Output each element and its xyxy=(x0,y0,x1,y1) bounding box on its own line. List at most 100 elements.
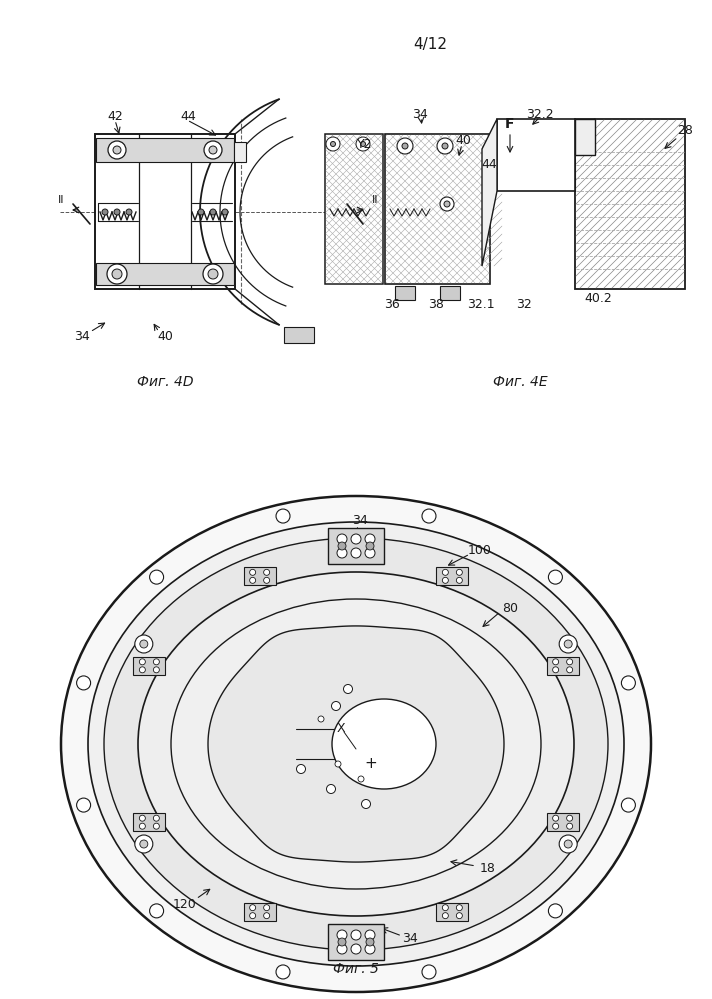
Circle shape xyxy=(153,815,159,821)
Text: Фиг. 5: Фиг. 5 xyxy=(333,962,379,976)
Circle shape xyxy=(326,137,340,151)
Bar xyxy=(234,142,246,162)
Bar xyxy=(385,134,490,284)
Circle shape xyxy=(442,905,449,911)
Circle shape xyxy=(343,684,352,693)
Circle shape xyxy=(402,143,408,149)
Bar xyxy=(436,903,468,921)
Circle shape xyxy=(335,761,341,767)
Circle shape xyxy=(263,569,270,575)
Ellipse shape xyxy=(332,699,436,789)
Text: 32: 32 xyxy=(516,298,532,311)
Circle shape xyxy=(365,944,375,954)
Bar xyxy=(244,903,276,921)
Circle shape xyxy=(456,569,462,575)
Circle shape xyxy=(330,142,335,147)
Bar xyxy=(547,656,579,674)
Circle shape xyxy=(204,141,222,159)
Circle shape xyxy=(140,640,148,648)
Circle shape xyxy=(442,569,449,575)
Circle shape xyxy=(360,142,365,147)
Circle shape xyxy=(365,930,375,940)
Circle shape xyxy=(150,570,164,584)
Circle shape xyxy=(153,823,159,829)
Bar xyxy=(436,567,468,585)
Ellipse shape xyxy=(104,538,608,950)
Circle shape xyxy=(553,658,559,664)
Text: 36: 36 xyxy=(384,298,400,311)
Circle shape xyxy=(397,138,413,154)
Text: 40.2: 40.2 xyxy=(584,293,612,306)
Circle shape xyxy=(153,658,159,664)
Circle shape xyxy=(276,509,290,523)
Text: 18: 18 xyxy=(480,862,496,875)
Circle shape xyxy=(327,784,335,793)
Circle shape xyxy=(250,905,256,911)
Circle shape xyxy=(564,840,572,848)
Text: 80: 80 xyxy=(502,602,518,615)
Circle shape xyxy=(209,146,217,154)
Circle shape xyxy=(351,944,361,954)
Circle shape xyxy=(567,823,572,829)
Circle shape xyxy=(382,711,390,720)
Bar xyxy=(96,138,234,162)
Circle shape xyxy=(365,548,375,558)
Circle shape xyxy=(559,835,577,853)
Circle shape xyxy=(140,815,145,821)
Text: 38: 38 xyxy=(428,298,444,311)
Bar xyxy=(325,134,383,284)
Circle shape xyxy=(222,209,228,215)
Bar xyxy=(440,286,460,300)
Circle shape xyxy=(437,138,453,154)
Text: 28: 28 xyxy=(677,125,693,138)
Circle shape xyxy=(422,965,436,979)
Circle shape xyxy=(456,913,462,919)
Circle shape xyxy=(366,938,374,946)
Circle shape xyxy=(263,905,270,911)
Text: Фиг. 4D: Фиг. 4D xyxy=(137,375,193,389)
Circle shape xyxy=(567,658,572,664)
Ellipse shape xyxy=(61,496,651,992)
Circle shape xyxy=(366,542,374,550)
Circle shape xyxy=(337,534,347,544)
Circle shape xyxy=(114,209,120,215)
Circle shape xyxy=(318,716,324,722)
Circle shape xyxy=(442,143,448,149)
Ellipse shape xyxy=(88,522,624,966)
Text: 32.1: 32.1 xyxy=(467,298,495,311)
Text: II: II xyxy=(372,195,378,205)
Circle shape xyxy=(140,658,145,664)
Bar xyxy=(575,119,595,155)
Text: 44: 44 xyxy=(180,110,196,123)
Circle shape xyxy=(358,776,364,782)
Circle shape xyxy=(622,798,635,812)
Text: 120: 120 xyxy=(173,897,197,910)
Circle shape xyxy=(140,666,145,672)
Circle shape xyxy=(567,666,572,672)
Text: X: X xyxy=(337,722,345,735)
Circle shape xyxy=(442,913,449,919)
Circle shape xyxy=(337,930,347,940)
Text: 4/12: 4/12 xyxy=(413,37,447,52)
Bar xyxy=(575,119,685,289)
Bar xyxy=(284,327,314,343)
Text: 44: 44 xyxy=(481,158,497,171)
Polygon shape xyxy=(482,119,497,266)
Circle shape xyxy=(150,904,164,918)
Text: 34: 34 xyxy=(74,330,90,343)
Polygon shape xyxy=(208,626,504,862)
Text: 34: 34 xyxy=(352,514,368,527)
Circle shape xyxy=(77,798,90,812)
Bar xyxy=(328,528,384,564)
Circle shape xyxy=(250,913,256,919)
Circle shape xyxy=(440,197,454,211)
Circle shape xyxy=(338,542,346,550)
Circle shape xyxy=(102,209,108,215)
Circle shape xyxy=(351,930,361,940)
Circle shape xyxy=(140,823,145,829)
Circle shape xyxy=(351,548,361,558)
Text: 42: 42 xyxy=(107,110,123,123)
Circle shape xyxy=(332,701,340,710)
Circle shape xyxy=(356,137,370,151)
Circle shape xyxy=(337,944,347,954)
